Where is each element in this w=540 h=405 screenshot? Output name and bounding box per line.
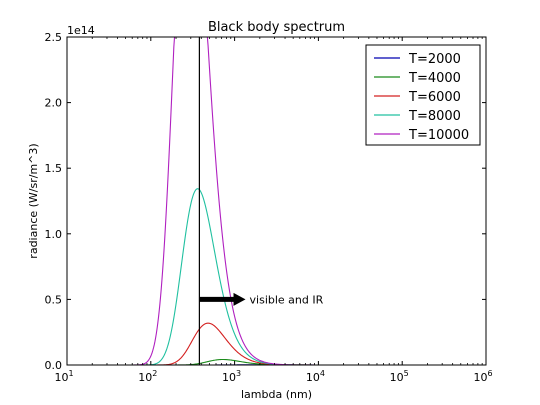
x-tick-exponent: 2 [152, 369, 157, 378]
x-tick-label: 106 [473, 369, 492, 384]
annotation-text: visible and IR [250, 293, 324, 306]
legend-entry: T=10000 [408, 128, 469, 143]
legend-entry: T=2000 [408, 52, 461, 67]
x-tick-label: 103 [222, 369, 241, 384]
x-tick-label: 104 [306, 369, 325, 384]
series-line-t-6000 [67, 322, 486, 366]
x-tick-exponent: 3 [236, 369, 241, 378]
plot-frame [66, 36, 487, 366]
y-tick-label: 0.5 [45, 293, 63, 306]
legend-entry: T=4000 [408, 71, 461, 86]
x-tick-exponent: 1 [68, 369, 73, 378]
y-tick-label: 2.5 [45, 31, 63, 44]
x-tick-base: 10 [138, 371, 152, 384]
x-tick-exponent: 4 [320, 369, 325, 378]
annotation-arrow [199, 292, 246, 306]
x-tick-base: 10 [54, 371, 68, 384]
x-tick-base: 10 [390, 371, 404, 384]
y-axis-label: radiance (W/sr/m^3) [27, 143, 40, 258]
y-tick-label: 1.0 [45, 228, 63, 241]
x-tick-label: 102 [138, 369, 157, 384]
legend: T=2000 T=4000 T=6000 T=8000 T=10000 [365, 44, 481, 146]
x-axis-label: lambda (nm) [241, 388, 312, 401]
legend-box [365, 44, 481, 146]
x-tick-label: 105 [390, 369, 409, 384]
chart-title: Black body spectrum [208, 20, 345, 35]
x-tick-label: 101 [54, 369, 73, 384]
legend-entry: T=6000 [408, 90, 461, 105]
y-tick-label: 0.0 [45, 359, 63, 372]
series-line-t-8000 [67, 188, 486, 366]
x-tick-base: 10 [222, 371, 236, 384]
x-tick-base: 10 [306, 371, 320, 384]
x-tick-base: 10 [473, 371, 487, 384]
x-tick-exponent: 6 [487, 369, 492, 378]
y-tick-label: 2.0 [45, 97, 63, 110]
legend-entry: T=8000 [408, 109, 461, 124]
x-tick-exponent: 5 [404, 369, 409, 378]
y-tick-label: 1.5 [45, 162, 63, 175]
y-offset-label: 1e14 [67, 24, 95, 37]
